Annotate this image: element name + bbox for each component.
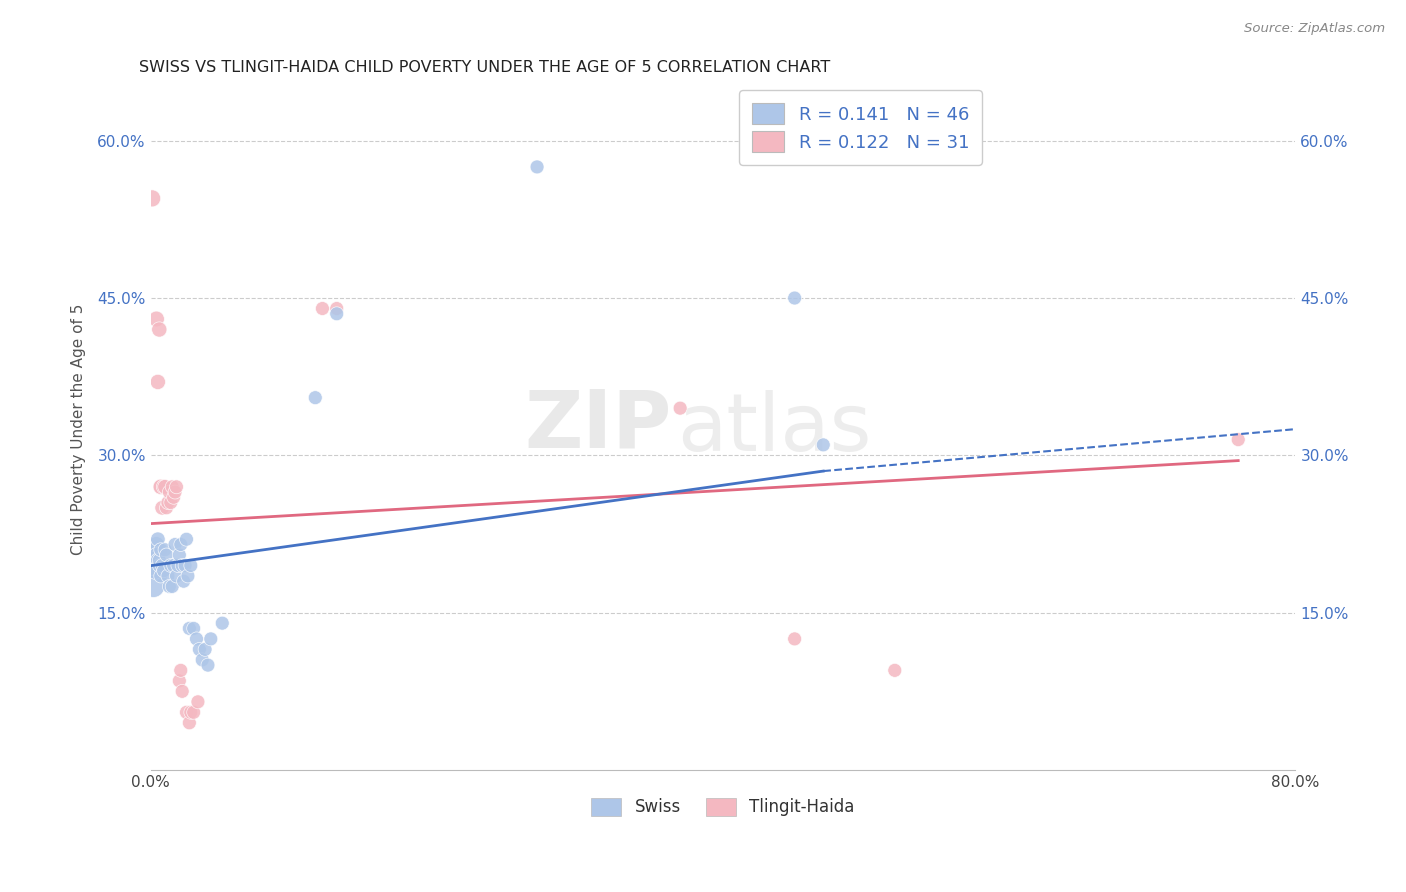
- Text: Source: ZipAtlas.com: Source: ZipAtlas.com: [1244, 22, 1385, 36]
- Point: [783, 632, 806, 646]
- Point: [174, 558, 197, 573]
- Point: [304, 391, 326, 405]
- Text: atlas: atlas: [678, 390, 872, 468]
- Text: ZIP: ZIP: [524, 387, 672, 465]
- Point: [180, 558, 202, 573]
- Point: [194, 642, 217, 657]
- Point: [172, 684, 194, 698]
- Point: [526, 160, 548, 174]
- Point: [176, 533, 198, 547]
- Point: [149, 569, 172, 583]
- Point: [152, 480, 174, 494]
- Point: [170, 537, 193, 551]
- Point: [191, 653, 214, 667]
- Point: [142, 579, 165, 593]
- Point: [160, 480, 183, 494]
- Point: [783, 291, 806, 305]
- Point: [166, 480, 188, 494]
- Point: [162, 558, 184, 573]
- Point: [167, 558, 190, 573]
- Point: [143, 564, 166, 578]
- Point: [172, 558, 194, 573]
- Point: [173, 574, 195, 589]
- Y-axis label: Child Poverty Under the Age of 5: Child Poverty Under the Age of 5: [72, 303, 86, 555]
- Point: [149, 542, 172, 557]
- Point: [163, 537, 186, 551]
- Legend: Swiss, Tlingit-Haida: Swiss, Tlingit-Haida: [585, 791, 862, 823]
- Point: [155, 500, 177, 515]
- Point: [149, 480, 172, 494]
- Point: [166, 569, 188, 583]
- Point: [156, 495, 179, 509]
- Point: [186, 632, 208, 646]
- Point: [1227, 433, 1250, 447]
- Point: [813, 438, 835, 452]
- Point: [153, 480, 176, 494]
- Point: [142, 558, 165, 573]
- Point: [179, 621, 201, 635]
- Point: [143, 542, 166, 557]
- Point: [183, 621, 205, 635]
- Point: [169, 548, 191, 562]
- Point: [145, 537, 167, 551]
- Point: [883, 664, 905, 678]
- Point: [148, 558, 170, 573]
- Point: [179, 715, 201, 730]
- Point: [180, 706, 202, 720]
- Point: [145, 312, 167, 326]
- Point: [325, 307, 347, 321]
- Point: [325, 301, 347, 316]
- Point: [148, 322, 170, 336]
- Point: [157, 579, 180, 593]
- Point: [162, 491, 184, 505]
- Point: [146, 375, 169, 389]
- Point: [311, 301, 333, 316]
- Point: [176, 706, 198, 720]
- Point: [152, 564, 174, 578]
- Point: [149, 480, 172, 494]
- Point: [146, 553, 169, 567]
- Text: SWISS VS TLINGIT-HAIDA CHILD POVERTY UNDER THE AGE OF 5 CORRELATION CHART: SWISS VS TLINGIT-HAIDA CHILD POVERTY UND…: [139, 60, 831, 75]
- Point: [188, 642, 211, 657]
- Point: [141, 191, 163, 205]
- Point: [150, 558, 173, 573]
- Point: [160, 579, 183, 593]
- Point: [150, 500, 173, 515]
- Point: [157, 485, 180, 500]
- Point: [146, 533, 169, 547]
- Point: [148, 553, 170, 567]
- Point: [177, 569, 200, 583]
- Point: [200, 632, 222, 646]
- Point: [163, 485, 186, 500]
- Point: [197, 658, 219, 673]
- Point: [145, 548, 167, 562]
- Point: [153, 542, 176, 557]
- Point: [159, 495, 181, 509]
- Point: [187, 695, 209, 709]
- Point: [170, 664, 193, 678]
- Point: [183, 706, 205, 720]
- Point: [169, 673, 191, 688]
- Point: [669, 401, 692, 416]
- Point: [211, 616, 233, 631]
- Point: [155, 548, 177, 562]
- Point: [156, 569, 179, 583]
- Point: [159, 558, 181, 573]
